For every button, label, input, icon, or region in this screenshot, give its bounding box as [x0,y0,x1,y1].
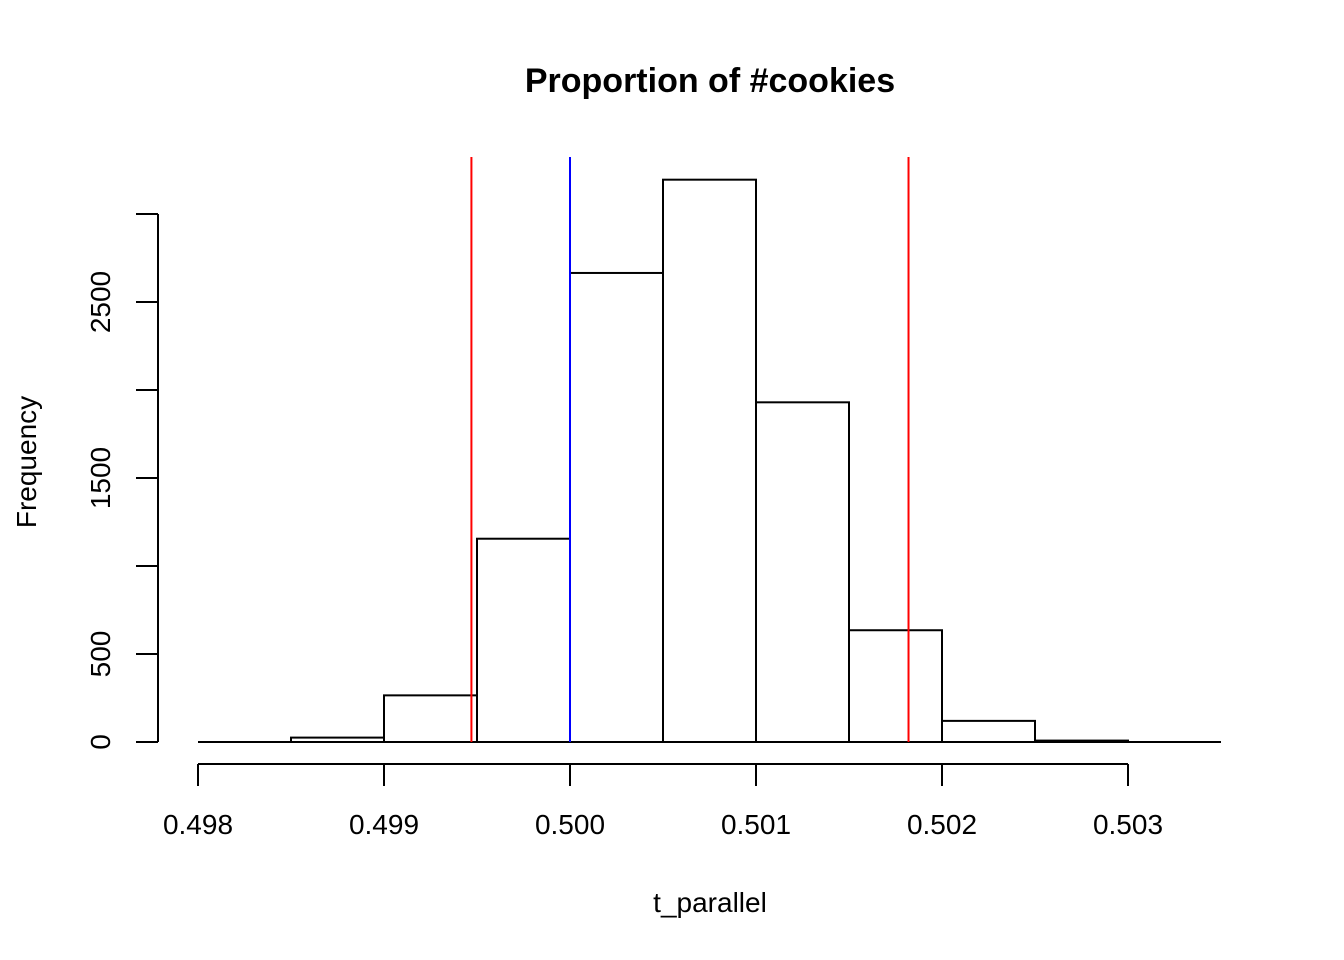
x-tick-label: 0.503 [1093,809,1163,840]
x-tick-label: 0.502 [907,809,977,840]
histogram-bar [569,271,664,743]
histogram-bars [198,178,1221,744]
y-tick-label: 1500 [85,447,116,509]
y-axis-label: Frequency [11,396,42,528]
histogram-bar [941,719,1036,744]
histogram-bar [755,401,850,743]
histogram-bar [476,537,571,743]
x-tick-label: 0.500 [535,809,605,840]
x-tick-label: 0.498 [163,809,233,840]
x-axis: 0.498 0.499 0.500 0.501 0.502 0.503 [163,763,1163,840]
reference-lines [470,157,910,742]
y-tick-label: 2500 [85,271,116,333]
x-tick-label: 0.501 [721,809,791,840]
histogram-bar [662,178,757,743]
chart-title: Proportion of #cookies [525,62,895,100]
x-axis-label: t_parallel [653,887,767,918]
x-tick-label: 0.499 [349,809,419,840]
y-tick-label: 500 [85,631,116,678]
y-tick-label: 0 [85,734,116,750]
histogram-bar [383,694,478,743]
histogram-bar [848,629,943,743]
y-axis: 0 500 1500 2500 [85,213,159,750]
